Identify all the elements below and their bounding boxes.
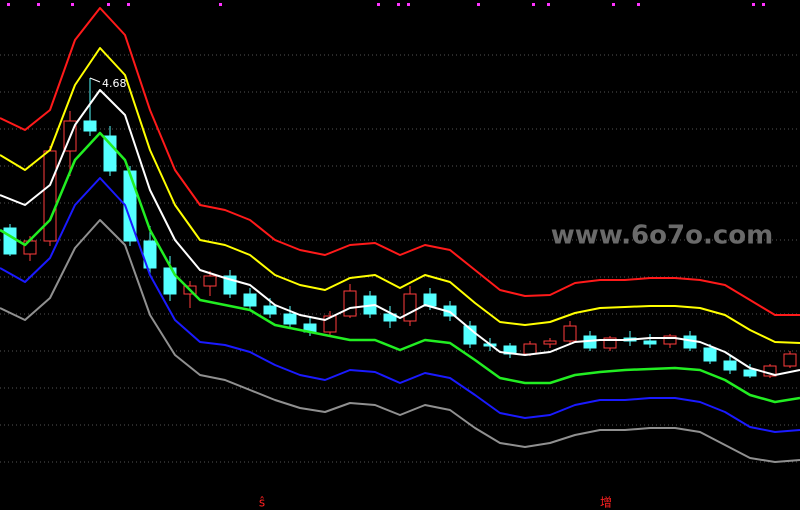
- candle-body: [663, 335, 677, 345]
- signal-label: ŝ: [259, 496, 265, 510]
- candle-body: [243, 293, 257, 307]
- band-line: [0, 131, 800, 404]
- watermark: www.6o7o.com: [551, 221, 773, 251]
- candle-body: [103, 135, 117, 172]
- candle-body: [203, 275, 217, 287]
- signal-dots: [7, 3, 765, 6]
- candle-body: [43, 150, 57, 242]
- candle-body: [403, 293, 417, 322]
- signal-label: 增: [600, 496, 612, 510]
- candle-body: [383, 313, 397, 322]
- band-line: [0, 89, 800, 376]
- candle-body: [783, 353, 797, 367]
- band-line: [0, 177, 800, 433]
- candle-body: [703, 347, 717, 362]
- candle-body: [143, 240, 157, 269]
- candle-body: [283, 313, 297, 325]
- peak-label: 4.68: [102, 77, 127, 90]
- candle-body: [603, 337, 617, 349]
- candle-body: [723, 360, 737, 371]
- peak-pointer: [89, 77, 101, 83]
- candle-body: [523, 343, 537, 355]
- band-line: [0, 47, 800, 344]
- band-line: [0, 7, 800, 316]
- candle-body: [343, 290, 357, 317]
- candle-body: [263, 305, 277, 315]
- candle-body: [563, 325, 577, 342]
- candle-body: [3, 227, 17, 255]
- candle-body: [643, 340, 657, 345]
- candle-body: [543, 340, 557, 345]
- candle-body: [83, 120, 97, 132]
- band-line: [0, 219, 800, 463]
- candle-body: [743, 369, 757, 377]
